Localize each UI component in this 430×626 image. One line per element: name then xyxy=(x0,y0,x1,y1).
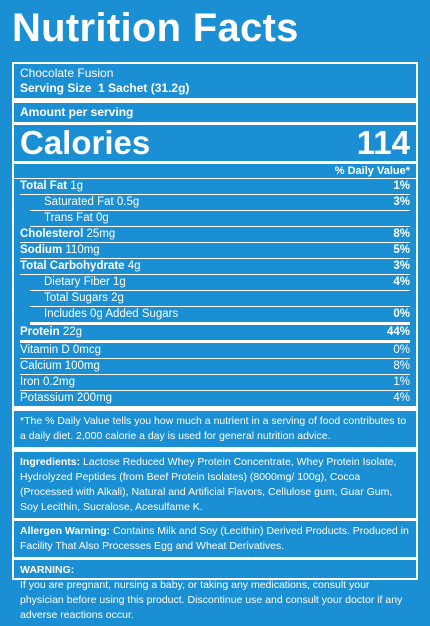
nutrient: Sodium 110mg xyxy=(20,243,100,258)
nutrient: Saturated Fat 0.5g xyxy=(44,195,139,210)
daily-value: 5% xyxy=(393,244,410,256)
nutrient: Total Fat 1g xyxy=(20,179,83,194)
nutrient: Total Sugars 2g xyxy=(44,291,124,306)
nutrient-amount: 110mg xyxy=(65,244,100,256)
nutrient-amount: 0.2mg xyxy=(43,376,75,388)
daily-value: 1% xyxy=(393,180,410,192)
nutrient-name: Saturated Fat xyxy=(44,196,114,208)
nutrient-amount: 1g xyxy=(113,276,126,288)
nutrient-row: Total Carbohydrate 4g 3% xyxy=(20,259,410,275)
nutrient-row: Total Sugars 2g xyxy=(30,291,410,307)
daily-value: 0% xyxy=(393,308,410,320)
nutrient: Cholesterol 25mg xyxy=(20,227,115,242)
warning: WARNING: If you are pregnant, nursing a b… xyxy=(14,560,416,626)
calories-row: Calories 114 xyxy=(14,124,416,164)
nutrient: Calcium 100mg xyxy=(20,359,100,374)
nutrient: Includes 0g Added Sugars xyxy=(44,307,178,322)
nutrient-row: Total Fat 1g 1% xyxy=(20,179,410,195)
nutrient-row: Dietary Fiber 1g 4% xyxy=(30,275,410,291)
nutrient: Protein 22g xyxy=(20,325,82,340)
nutrient: Iron 0.2mg xyxy=(20,375,75,390)
warning-text: If you are pregnant, nursing a baby, or … xyxy=(20,579,403,621)
daily-value: 4% xyxy=(393,392,410,404)
nutrient-amount: 0g xyxy=(95,212,109,224)
ingredients: Ingredients: Lactose Reduced Whey Protei… xyxy=(14,452,416,521)
product: Chocolate Fusion xyxy=(20,66,114,80)
nutrient-row: Potassium 200mg 4% xyxy=(20,391,410,406)
nutrient-amount: 100mg xyxy=(64,360,100,372)
nutrient: Trans Fat 0g xyxy=(44,211,109,226)
nutrient-row: Includes 0g Added Sugars 0% xyxy=(30,307,410,325)
daily-value: 8% xyxy=(393,228,410,240)
nutrient-name: Total Fat xyxy=(20,180,68,192)
nutrient-row: Iron 0.2mg 1% xyxy=(20,375,410,391)
nutrient-amount: 22g xyxy=(62,326,83,338)
nutrient-name: Sodium xyxy=(20,244,63,256)
nutrient-amount: 200mg xyxy=(76,392,113,404)
daily-value: 44% xyxy=(386,326,410,338)
nutrient-name: Dietary Fiber xyxy=(44,276,110,288)
nutrient-name: Protein xyxy=(20,326,60,338)
serving-label: Serving Size xyxy=(20,81,92,95)
warning-label: WARNING: xyxy=(20,564,75,576)
page: Nutrition Facts Chocolate Fusion Serving… xyxy=(12,6,418,621)
footnote: *The % Daily Value tells you how much a … xyxy=(14,411,416,452)
amount-per-serving: Amount per serving xyxy=(14,103,416,125)
label-box: Chocolate Fusion Serving Size 1 Sachet (… xyxy=(12,62,418,621)
title: Nutrition Facts xyxy=(12,6,299,50)
nutrient-name: Vitamin D xyxy=(20,344,70,356)
daily-value: 8% xyxy=(393,360,410,372)
daily-value: 3% xyxy=(393,260,410,272)
serving-value: 1 Sachet (31.2g) xyxy=(98,81,190,95)
nutrient-name: Cholesterol xyxy=(20,228,84,240)
nutrient-name: Total Sugars xyxy=(44,292,108,304)
nutrient-row: Cholesterol 25mg 8% xyxy=(20,227,410,243)
serving-size: Serving Size 1 Sachet (31.2g) xyxy=(20,81,410,96)
allergen: Allergen Warning: Contains Milk and Soy … xyxy=(14,521,416,560)
nutrient: Dietary Fiber 1g xyxy=(44,275,126,290)
calories-value: 114 xyxy=(356,124,410,161)
nutrient-name: Total Carbohydrate xyxy=(20,260,125,272)
allergen-text: Contains Milk and Soy (Lecithin) Derived… xyxy=(20,525,409,552)
nutrient: Total Carbohydrate 4g xyxy=(20,259,141,274)
nutrients: Total Fat 1g 1% Saturated Fat 0.5g 3% Trans … xyxy=(14,179,416,343)
serving-section: Chocolate Fusion Serving Size 1 Sachet (… xyxy=(14,64,416,103)
vitamins: Vitamin D 0mcg 0% Calcium 100mg 8% Iron 0.2m… xyxy=(14,343,416,411)
daily-value: 1% xyxy=(393,376,410,388)
dv-header: % Daily Value* xyxy=(14,164,416,179)
daily-value: 4% xyxy=(393,276,410,288)
nutrient-amount: 25mg xyxy=(86,228,116,240)
nutrient-name: Trans Fat xyxy=(44,212,93,224)
calories-label: Calories xyxy=(20,124,151,161)
nutrient-row: Saturated Fat 0.5g 3% xyxy=(30,195,410,211)
nutrient: Vitamin D 0mcg xyxy=(20,343,101,358)
allergen-label: Allergen Warning: xyxy=(20,525,111,537)
nutrient-row: Protein 22g 44% xyxy=(20,325,410,343)
nutrient-name: Potassium xyxy=(20,392,74,404)
nutrient-amount: 0mcg xyxy=(72,344,101,356)
nutrient-amount: 0.5g xyxy=(116,196,140,208)
nutrient-amount: 2g xyxy=(111,292,124,304)
nutrient-name: Calcium xyxy=(20,360,62,372)
nutrient-amount: 1g xyxy=(70,180,84,192)
nutrient-amount: 4g xyxy=(127,260,141,272)
nutrient-name: Includes 0g Added Sugars xyxy=(44,308,179,320)
ingredients-text: Lactose Reduced Whey Protein Concentrate… xyxy=(20,456,397,513)
nutrient-row: Trans Fat 0g xyxy=(30,211,410,227)
nutrient-row: Calcium 100mg 8% xyxy=(20,359,410,375)
ingredients-label: Ingredients: xyxy=(20,456,81,468)
daily-value: 3% xyxy=(393,196,410,208)
nutrient-name: Iron xyxy=(20,376,40,388)
daily-value: 0% xyxy=(393,344,410,356)
nutrient-row: Vitamin D 0mcg 0% xyxy=(20,343,410,359)
nutrient: Potassium 200mg xyxy=(20,391,112,406)
nutrient-row: Sodium 110mg 5% xyxy=(20,243,410,259)
